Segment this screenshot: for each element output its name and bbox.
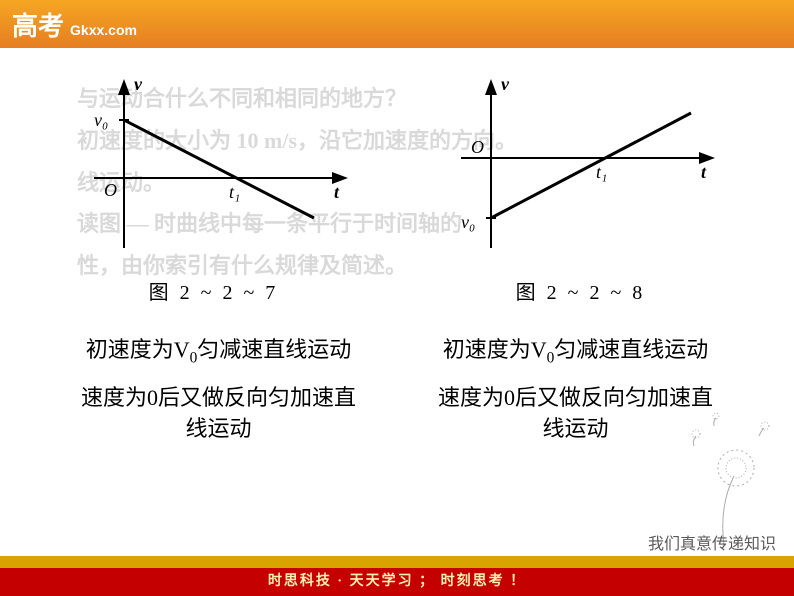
desc-left: 初速度为V0匀减速直线运动 速度为0后又做反向匀加速直线运动 bbox=[79, 335, 359, 459]
figures-row: v₀ O v t t₁ 图 2 ~ 2 ~ 7 bbox=[0, 68, 794, 305]
desc-p2: 速度为0后又做反向匀加速直线运动 bbox=[436, 383, 716, 445]
footer: 时思科技 · 天天学习 ； 时刻思考 ！ bbox=[0, 556, 794, 596]
y-axis-label: v bbox=[501, 74, 510, 94]
origin-label: O bbox=[471, 137, 484, 157]
x-axis-label: t bbox=[334, 182, 340, 202]
desc-p1: 初速度为V0匀减速直线运动 bbox=[436, 335, 716, 369]
t1-label: t₁ bbox=[229, 182, 240, 202]
figure-left: v₀ O v t t₁ 图 2 ~ 2 ~ 7 bbox=[64, 68, 364, 305]
v0-label: v₀ bbox=[461, 212, 475, 232]
chart-left: v₀ O v t t₁ bbox=[64, 68, 364, 268]
logo-en: Gkxx.com bbox=[70, 22, 137, 38]
figure-caption: 图 2 ~ 2 ~ 7 bbox=[64, 276, 364, 305]
t1-label: t₁ bbox=[596, 162, 607, 182]
data-line bbox=[491, 113, 691, 218]
desc-right: 初速度为V0匀减速直线运动 速度为0后又做反向匀加速直线运动 bbox=[436, 335, 716, 459]
footer-red-bar: 时思科技 · 天天学习 ； 时刻思考 ！ bbox=[0, 568, 794, 596]
chart-right: v₀ O v t t₁ bbox=[431, 68, 731, 268]
corner-slogan: 我们真意传递知识 bbox=[648, 530, 776, 554]
desc-p1: 初速度为V0匀减速直线运动 bbox=[79, 335, 359, 369]
figure-caption: 图 2 ~ 2 ~ 8 bbox=[431, 276, 731, 305]
logo-cn: 高考 bbox=[12, 6, 64, 43]
main-content: 与运动合什么不同和相同的地方？ 初速度的大小为 10 m/s，沿它加速度的方向。… bbox=[0, 48, 794, 459]
desc-p2: 速度为0后又做反向匀加速直线运动 bbox=[79, 383, 359, 445]
v0-label: v₀ bbox=[94, 110, 108, 130]
footer-gold-bar bbox=[0, 556, 794, 568]
logo: 高考 Gkxx.com bbox=[12, 6, 137, 43]
desc-text: 初速度为V bbox=[86, 337, 190, 362]
y-axis-label: v bbox=[134, 74, 143, 94]
desc-text: 匀减速直线运动 bbox=[197, 337, 351, 362]
top-header: 高考 Gkxx.com bbox=[0, 0, 794, 48]
descriptions-row: 初速度为V0匀减速直线运动 速度为0后又做反向匀加速直线运动 初速度为V0匀减速… bbox=[0, 335, 794, 459]
figure-right: v₀ O v t t₁ 图 2 ~ 2 ~ 8 bbox=[431, 68, 731, 305]
desc-text: 初速度为V bbox=[443, 337, 547, 362]
x-axis-label: t bbox=[701, 162, 707, 182]
origin-label: O bbox=[104, 180, 117, 200]
desc-text: 匀减速直线运动 bbox=[554, 337, 708, 362]
data-line bbox=[124, 120, 314, 218]
